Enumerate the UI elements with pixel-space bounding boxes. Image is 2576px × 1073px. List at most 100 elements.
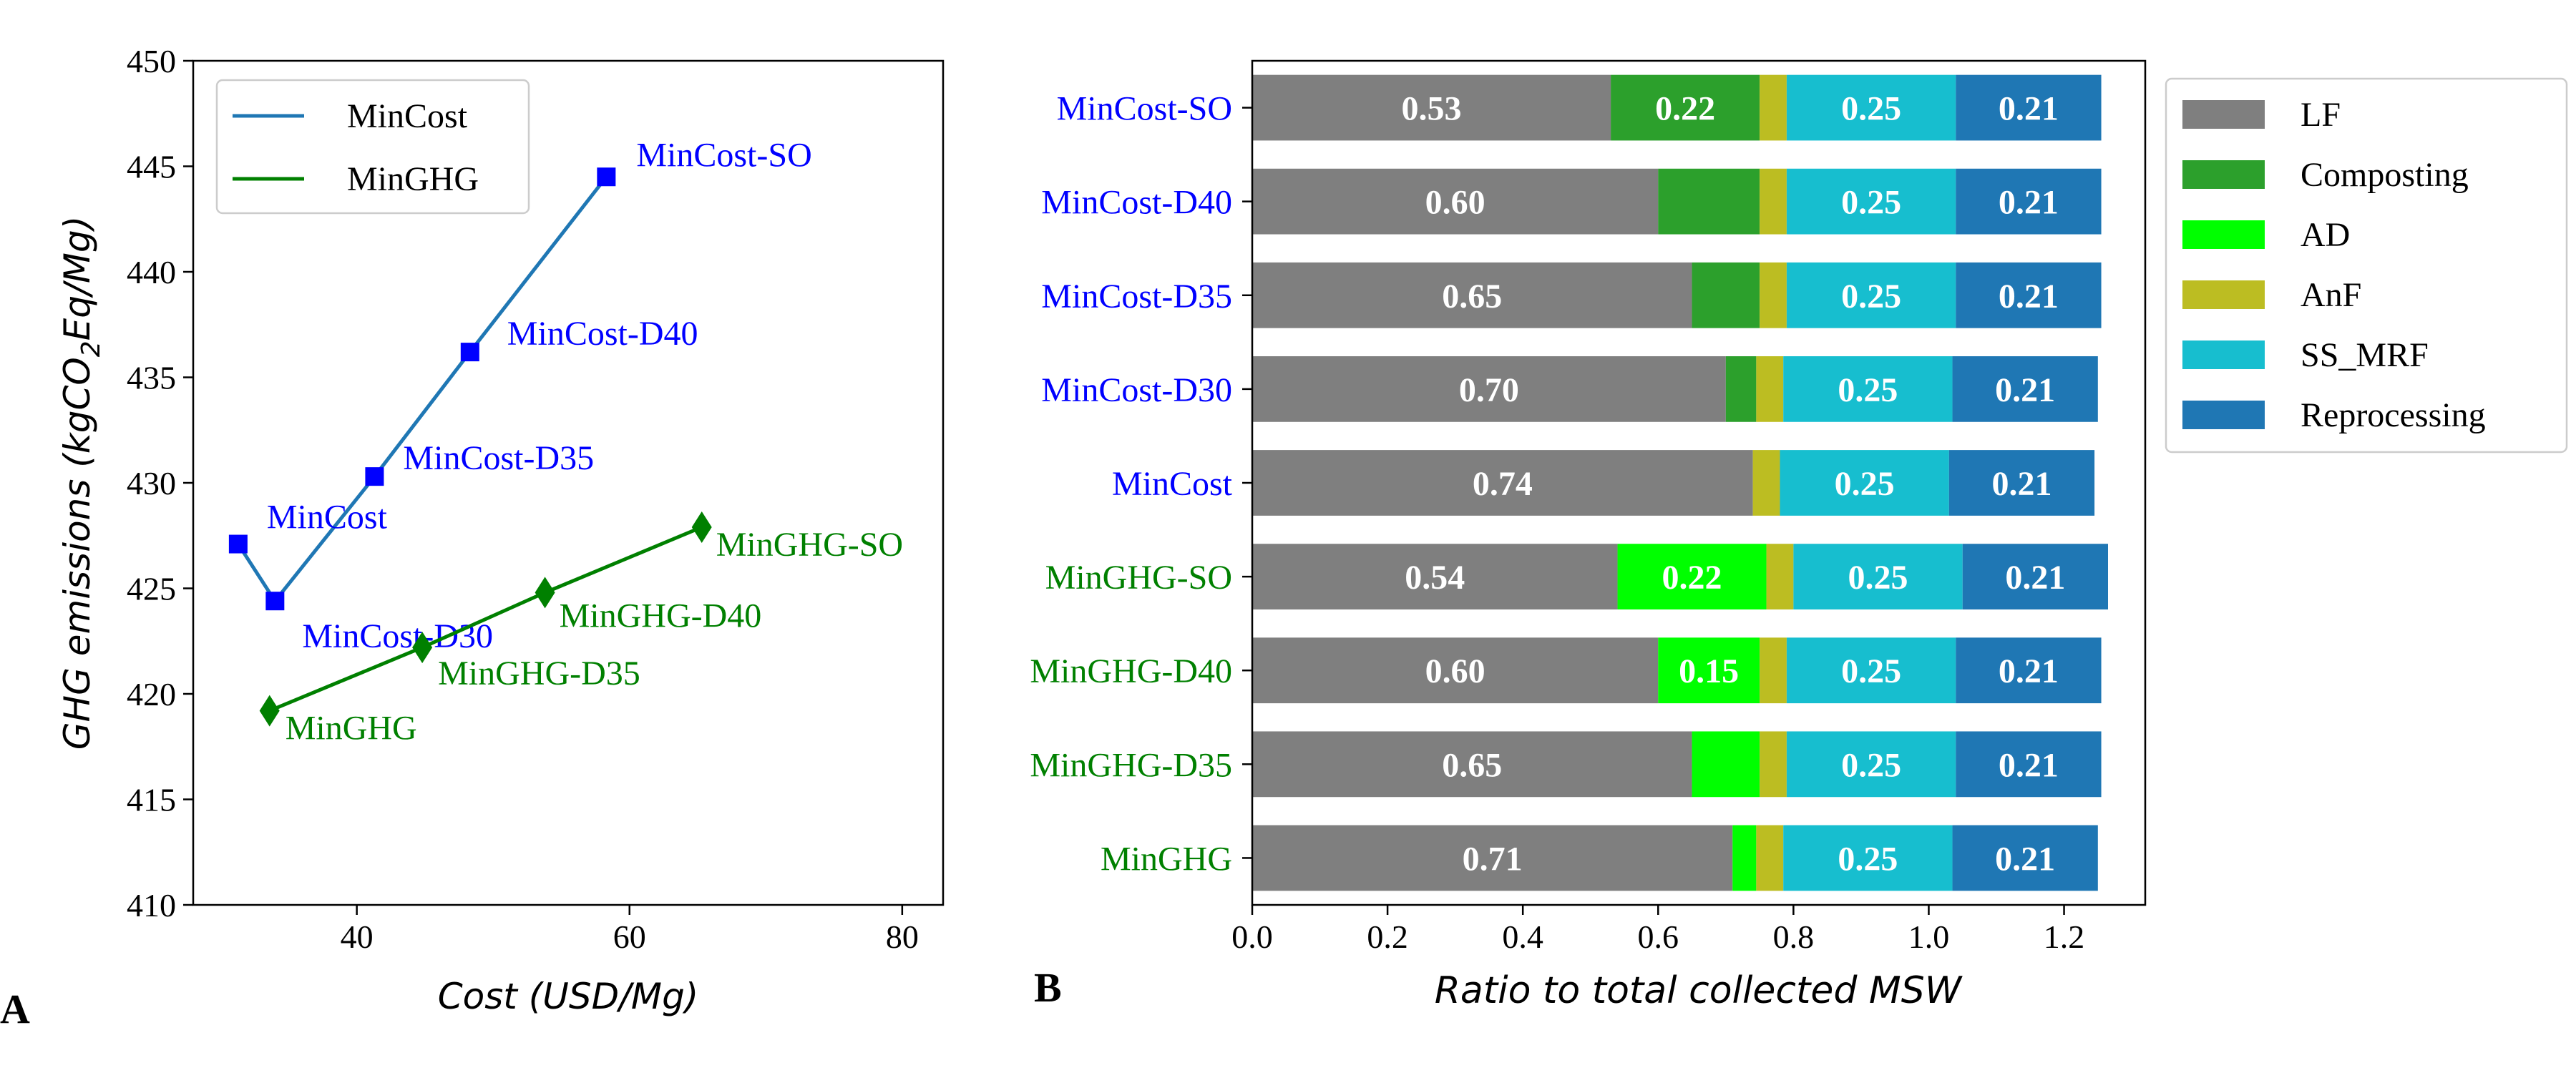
panel-b-legend-box (2165, 77, 2568, 454)
bar-segment-mincost-so-composting (1611, 74, 1760, 141)
legend-label-ad: AD (2301, 216, 2350, 254)
bar-segment-minghg-anf (1756, 825, 1784, 891)
data-label-mincost-so-reprocessing: 0.21 (1999, 90, 2059, 128)
point-minghg-so (691, 511, 712, 543)
bar-segment-minghg-d40-ss-mrf (1786, 637, 1956, 704)
category-label-minghg-so: MinGHG-SO (1045, 559, 1232, 597)
data-label-mincost-d35-reprocessing: 0.21 (1999, 278, 2059, 315)
bar-segment-minghg-d40-lf (1252, 637, 1659, 704)
point-mincost-so (597, 167, 616, 187)
data-label-mincost-d30-ss-mrf: 0.25 (1838, 371, 1898, 409)
bar-segment-minghg-lf (1252, 825, 1733, 891)
category-label-mincost-d30: MinCost-D30 (1041, 371, 1232, 409)
category-label-minghg-d40: MinGHG-D40 (1030, 652, 1232, 690)
category-label-mincost-so: MinCost-SO (1057, 90, 1232, 128)
panel-b-x-axis-label: Ratio to total collected MSW (1435, 969, 1963, 1012)
panel-b-legend: LF Composting AD AnF SS_MRF Reprocessing (2165, 77, 2568, 454)
point-mincost (228, 534, 248, 554)
bar-segment-mincost-d35-reprocessing (1956, 262, 2102, 328)
bar-segment-minghg-so-ad (1617, 544, 1767, 609)
panel-b-ticks: MinCost-SO MinCost-D40 MinCost-D35 MinCost-… (1030, 90, 2084, 955)
category-label-mincost-d40: MinCost-D40 (1041, 184, 1232, 222)
legend-label-reprocessing: Reprocessing (2301, 396, 2486, 434)
data-label-mincost-so-composting: 0.22 (1655, 90, 1715, 128)
data-label-mincost-so-lf: 0.53 (1402, 90, 1462, 128)
bar-segment-mincost-so-reprocessing (1956, 74, 2102, 141)
data-label-mincost-ss-mrf: 0.25 (1835, 465, 1895, 503)
panel-b-bars: 0.53 0.22 0.25 0.21 0.60 0.25 0.21 0.65 0.25 0.21… (1252, 74, 2108, 891)
bar-segment-minghg-d35-lf (1252, 731, 1692, 798)
bar-segment-mincost-d40-anf (1760, 168, 1787, 235)
bar-segment-mincost-d35-composting (1692, 262, 1760, 328)
legend-swatch-anf (2182, 280, 2265, 309)
point-mincost-d40 (460, 343, 479, 362)
bar-segment-minghg-ss-mrf (1783, 825, 1953, 891)
panel-a-y-tick-label: 445 (127, 149, 176, 185)
panel-a-legend: MinCost MinGHG (215, 79, 530, 215)
legend-swatch-composting (2182, 160, 2265, 189)
panel-a-y-tick-label: 430 (127, 465, 176, 501)
bar-segment-minghg-reprocessing (1952, 825, 2098, 891)
panel-b-label: B (1034, 964, 1062, 1011)
bar-segment-mincost-d30-reprocessing (1952, 356, 2098, 422)
data-label-minghg-ss-mrf: 0.25 (1838, 840, 1898, 878)
legend-label-anf: AnF (2301, 276, 2361, 314)
bar-segment-minghg-d35-reprocessing (1956, 731, 2102, 798)
data-label-minghg-d40-reprocessing: 0.21 (1999, 652, 2059, 690)
panel-a-x-tick-label: 60 (613, 918, 646, 955)
panel-b-x-tick-label: 1.2 (2044, 918, 2085, 955)
bar-segment-minghg-d40-ad (1658, 637, 1760, 704)
bar-segment-mincost-lf (1252, 450, 1753, 516)
panel-a-y-tick-label: 435 (127, 360, 176, 396)
bar-segment-mincost-reprocessing (1948, 450, 2095, 516)
data-label-mincost-reprocessing: 0.21 (1991, 465, 2051, 503)
point-label-mincost-so: MinCost-SO (636, 136, 811, 174)
panel-a-marks: MinCost MinCost-D30 MinCost-D35 MinCost-D40… (228, 136, 903, 748)
data-label-minghg-d40-lf: 0.60 (1425, 652, 1485, 690)
panel-b-stacked-bar-chart: 0.53 0.22 0.25 0.21 0.60 0.25 0.21 0.65 0.25 0.21… (1030, 59, 2568, 1012)
data-label-minghg-d35-ss-mrf: 0.25 (1841, 746, 1901, 784)
panel-b-x-tick-label: 0.8 (1773, 918, 1815, 955)
panel-a-x-axis-label: Cost (USD/Mg) (438, 976, 699, 1017)
bar-segment-minghg-d35-ss-mrf (1786, 731, 1956, 798)
panel-a-y-tick-label: 410 (127, 887, 176, 923)
bar-segment-minghg-ad (1732, 825, 1757, 891)
panel-a-y-axis-label: GHG emissions (kgCO2Eq/Mg) (57, 216, 106, 750)
point-label-minghg-d40: MinGHG-D40 (560, 597, 762, 635)
panel-a-label: A (0, 986, 30, 1032)
bar-segment-mincost-d30-anf (1756, 356, 1784, 422)
bar-segment-mincost-so-ss-mrf (1786, 74, 1956, 141)
data-label-mincost-d40-lf: 0.60 (1425, 184, 1485, 222)
data-label-minghg-so-reprocessing: 0.21 (2005, 559, 2065, 597)
bar-segment-mincost-ss-mrf (1780, 450, 1949, 516)
data-label-minghg-d35-lf: 0.65 (1442, 746, 1502, 784)
data-label-mincost-so-ss-mrf: 0.25 (1841, 90, 1901, 128)
data-label-minghg-reprocessing: 0.21 (1995, 840, 2055, 878)
panel-b-x-tick-label: 1.0 (1908, 918, 1950, 955)
bar-segment-mincost-d40-ss-mrf (1786, 168, 1956, 235)
panel-a-y-tick-label: 440 (127, 254, 176, 290)
point-label-mincost-d30: MinCost-D30 (302, 617, 493, 655)
category-label-minghg-d35: MinGHG-D35 (1030, 746, 1232, 784)
panel-a-y-tick-label: 450 (127, 43, 176, 79)
bar-segment-minghg-d40-reprocessing (1956, 637, 2102, 704)
bar-segment-minghg-so-anf (1766, 544, 1794, 609)
legend-label-minghg: MinGHG (347, 160, 479, 198)
legend-label-composting: Composting (2301, 156, 2469, 194)
panel-a-x-tick-label: 80 (886, 918, 919, 955)
data-label-mincost-lf: 0.74 (1473, 465, 1533, 503)
point-minghg-d35 (412, 632, 433, 664)
panel-a-scatter-chart: MinCost MinCost-D30 MinCost-D35 MinCost-D40… (0, 43, 945, 1032)
bar-segment-mincost-d35-lf (1252, 262, 1692, 328)
category-label-mincost-d35: MinCost-D35 (1041, 278, 1232, 315)
bar-segment-mincost-anf (1752, 450, 1780, 516)
point-label-minghg-d35: MinGHG-D35 (438, 655, 640, 692)
bar-segment-minghg-d40-anf (1760, 637, 1787, 704)
data-label-mincost-d40-reprocessing: 0.21 (1999, 184, 2059, 222)
panel-b-x-tick-label: 0.4 (1502, 918, 1543, 955)
data-label-mincost-d30-reprocessing: 0.21 (1995, 371, 2055, 409)
point-label-minghg: MinGHG (286, 710, 417, 748)
data-label-mincost-d30-lf: 0.70 (1459, 371, 1519, 409)
data-label-minghg-lf: 0.71 (1463, 840, 1523, 878)
legend-swatch-reprocessing (2182, 401, 2265, 429)
